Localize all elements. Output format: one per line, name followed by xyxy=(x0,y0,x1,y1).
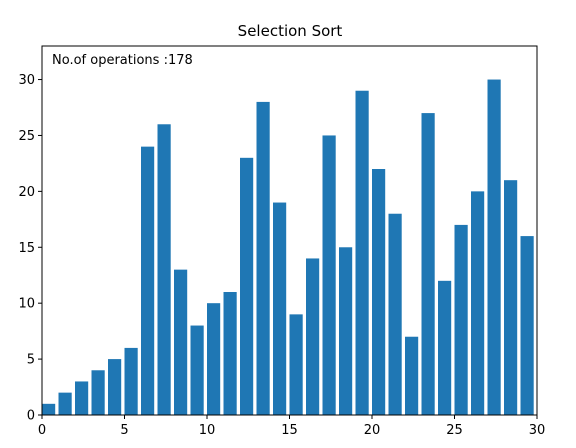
bar xyxy=(520,236,534,415)
bar xyxy=(223,292,237,415)
bar xyxy=(124,347,138,415)
y-tick-label: 10 xyxy=(18,297,35,312)
bar xyxy=(91,370,105,415)
annotation: No.of operations :178 xyxy=(52,53,193,68)
bar xyxy=(438,280,452,415)
bar xyxy=(273,202,287,415)
y-tick-label: 20 xyxy=(18,185,35,200)
bar xyxy=(207,303,221,415)
x-tick-label: 0 xyxy=(38,423,46,438)
y-tick-label: 25 xyxy=(18,129,35,144)
bar xyxy=(339,247,353,415)
bar xyxy=(42,403,56,415)
bar xyxy=(355,90,369,416)
chart-title: Selection Sort xyxy=(238,22,343,40)
bar xyxy=(471,191,485,415)
y-tick-label: 0 xyxy=(27,409,35,424)
bar xyxy=(504,180,518,415)
x-tick-label: 25 xyxy=(446,423,463,438)
y-tick-label: 15 xyxy=(18,241,35,256)
bar xyxy=(256,101,270,415)
plot-frame xyxy=(41,45,538,416)
bar xyxy=(240,157,254,415)
bar xyxy=(157,124,171,415)
y-tick-label: 5 xyxy=(27,353,35,368)
bar xyxy=(289,314,303,415)
bar xyxy=(405,336,419,415)
x-tick-label: 20 xyxy=(364,423,381,438)
bar xyxy=(174,269,188,415)
bar xyxy=(322,135,336,416)
bar xyxy=(487,79,501,415)
bar xyxy=(306,258,320,415)
bar xyxy=(372,169,386,415)
bar xyxy=(388,213,402,415)
x-tick-label: 10 xyxy=(199,423,216,438)
bar xyxy=(141,146,155,416)
bar xyxy=(454,224,468,415)
x-tick-label: 30 xyxy=(529,423,546,438)
bar xyxy=(108,359,122,415)
x-tick-label: 15 xyxy=(281,423,298,438)
bar xyxy=(75,381,89,415)
bar xyxy=(421,113,435,415)
x-tick-label: 5 xyxy=(120,423,128,438)
bar xyxy=(58,392,72,415)
bar xyxy=(190,325,204,415)
y-tick-label: 30 xyxy=(18,73,35,88)
